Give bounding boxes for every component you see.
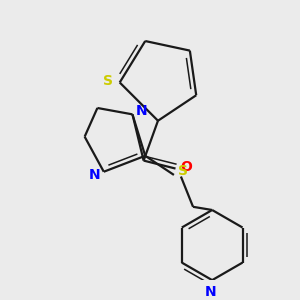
Text: N: N — [136, 104, 147, 118]
Text: S: S — [103, 74, 112, 88]
Text: N: N — [205, 285, 216, 299]
Text: N: N — [89, 168, 101, 182]
Text: O: O — [180, 160, 192, 174]
Text: S: S — [178, 164, 188, 178]
